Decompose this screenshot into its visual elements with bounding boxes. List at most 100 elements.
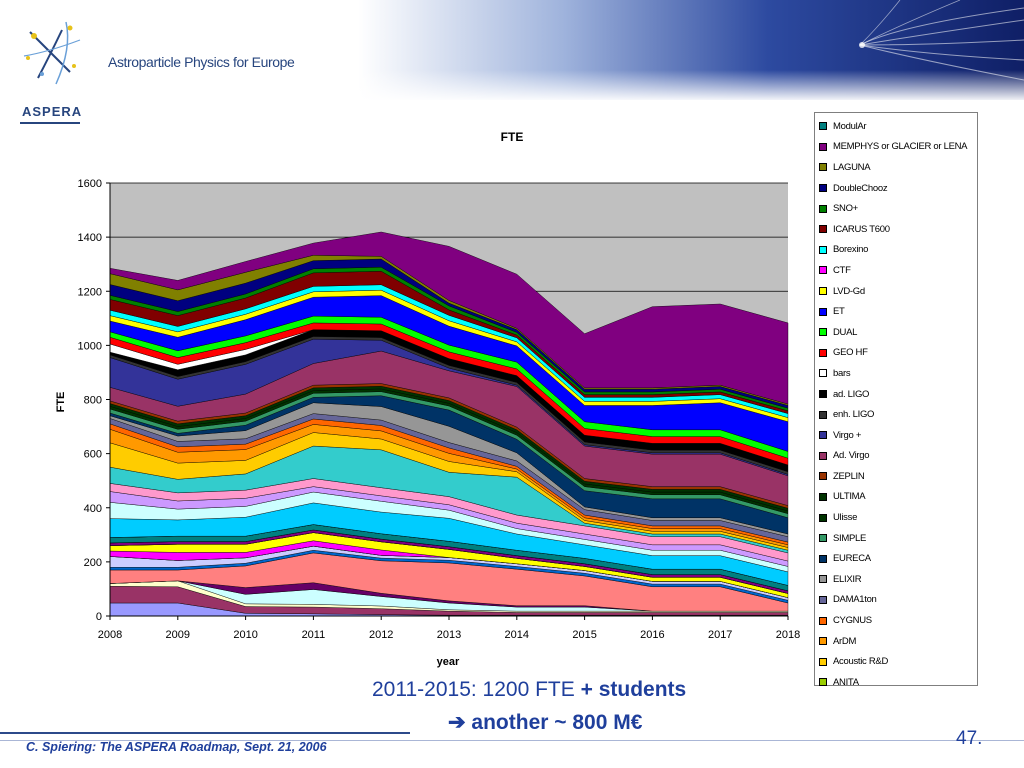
y-tick-label: 800 — [84, 395, 102, 407]
x-tick-label: 2014 — [505, 629, 529, 641]
legend-label: Virgo + — [833, 429, 862, 441]
legend-label: LAGUNA — [833, 161, 871, 173]
chart-legend: ModulAr MEMPHYS or GLACIER or LENA LAGUNA D… — [814, 112, 978, 688]
y-tick-label: 400 — [84, 503, 102, 515]
legend-swatch — [819, 678, 827, 687]
legend-swatch — [819, 472, 827, 481]
y-tick-label: 0 — [96, 611, 102, 623]
legend-label: ad. LIGO — [833, 388, 870, 400]
legend-swatch — [819, 410, 827, 419]
legend-swatch — [819, 554, 827, 563]
y-tick-label: 1400 — [78, 232, 102, 244]
aspera-logo-icon — [23, 21, 81, 85]
legend-label: ICARUS T600 — [833, 223, 890, 235]
legend-item: ELIXIR — [815, 569, 977, 590]
legend-item: CYGNUS — [815, 610, 977, 631]
legend-label: SNO+ — [833, 203, 858, 215]
legend-swatch — [819, 204, 827, 213]
summary-line-1: 2011-2015: 1200 FTE + students — [372, 678, 686, 702]
page-number: 47. — [956, 728, 983, 749]
legend-swatch — [819, 492, 827, 501]
header-banner — [0, 0, 1024, 124]
legend-swatch — [819, 225, 827, 234]
legend-label: SIMPLE — [833, 532, 867, 544]
legend-item: GEO HF — [815, 343, 977, 364]
legend-item: SNO+ — [815, 198, 977, 219]
slide-header: ASPERA Astroparticle Physics for Europe — [0, 0, 1024, 130]
legend-item: DUAL — [815, 322, 977, 343]
legend-label: Acoustic R&D — [833, 656, 889, 668]
legend-label: ZEPLIN — [833, 470, 865, 482]
legend-item: SIMPLE — [815, 528, 977, 549]
organization-name: Astroparticle Physics for Europe — [108, 54, 295, 70]
legend-item: DAMA1ton — [815, 590, 977, 611]
summary-line-2: ➔ another ~ 800 M€ — [448, 711, 643, 734]
legend-swatch — [819, 307, 827, 316]
legend-label: EURECA — [833, 553, 871, 565]
logo-text: ASPERA — [22, 104, 83, 119]
legend-item: LAGUNA — [815, 157, 977, 178]
legend-item: Borexino — [815, 240, 977, 261]
legend-swatch — [819, 287, 827, 296]
legend-label: DoubleChooz — [833, 182, 888, 194]
legend-swatch — [819, 390, 827, 399]
y-tick-label: 200 — [84, 557, 102, 569]
legend-item: ET — [815, 301, 977, 322]
legend-label: CTF — [833, 264, 851, 276]
legend-swatch — [819, 122, 827, 131]
legend-swatch — [819, 451, 827, 460]
legend-item: ICARUS T600 — [815, 219, 977, 240]
legend-label: bars — [833, 367, 851, 379]
legend-label: ULTIMA — [833, 491, 866, 503]
legend-item: Virgo + — [815, 425, 977, 446]
legend-label: Ulisse — [833, 512, 858, 524]
legend-swatch — [819, 142, 827, 151]
footer-divider-thin — [0, 740, 1024, 741]
x-tick-label: 2011 — [302, 629, 326, 641]
legend-swatch — [819, 575, 827, 584]
y-tick-label: 1000 — [78, 340, 102, 352]
y-tick-label: 1200 — [78, 286, 102, 298]
y-axis-label: FTE — [55, 392, 67, 413]
legend-item: ULTIMA — [815, 487, 977, 508]
legend-item: Ulisse — [815, 507, 977, 528]
legend-item: bars — [815, 363, 977, 384]
legend-item: enh. LIGO — [815, 404, 977, 425]
legend-swatch — [819, 595, 827, 604]
legend-label: ArDM — [833, 635, 857, 647]
legend-swatch — [819, 513, 827, 522]
legend-swatch — [819, 431, 827, 440]
legend-swatch — [819, 348, 827, 357]
legend-swatch — [819, 163, 827, 172]
legend-item: EURECA — [815, 548, 977, 569]
x-tick-label: 2012 — [369, 629, 393, 641]
legend-label: CYGNUS — [833, 615, 872, 627]
legend-label: ANITA — [833, 676, 859, 688]
x-tick-label: 2017 — [708, 629, 732, 641]
legend-label: enh. LIGO — [833, 409, 875, 421]
legend-label: ET — [833, 306, 845, 318]
legend-swatch — [819, 369, 827, 378]
x-tick-label: 2016 — [640, 629, 664, 641]
legend-swatch — [819, 657, 827, 666]
legend-swatch — [819, 266, 827, 275]
legend-label: DAMA1ton — [833, 594, 877, 606]
x-tick-label: 2015 — [572, 629, 596, 641]
series-area-memphys-or-glacier-or-lena — [109, 231, 789, 405]
legend-swatch — [819, 245, 827, 254]
summary-line-1-bold: + students — [580, 678, 687, 701]
x-tick-label: 2008 — [98, 629, 122, 641]
y-tick-label: 1600 — [78, 178, 102, 190]
legend-item: ANITA — [815, 672, 977, 693]
legend-item: ArDM — [815, 631, 977, 652]
legend-item: ModulAr — [815, 116, 977, 137]
legend-item: ad. LIGO — [815, 384, 977, 405]
legend-swatch — [819, 534, 827, 543]
beam-streaks-icon — [859, 0, 1024, 81]
x-tick-label: 2010 — [233, 629, 257, 641]
legend-swatch — [819, 184, 827, 193]
legend-item: Ad. Virgo — [815, 446, 977, 467]
legend-label: Ad. Virgo — [833, 450, 870, 462]
legend-swatch — [819, 637, 827, 646]
y-tick-label: 600 — [84, 449, 102, 461]
